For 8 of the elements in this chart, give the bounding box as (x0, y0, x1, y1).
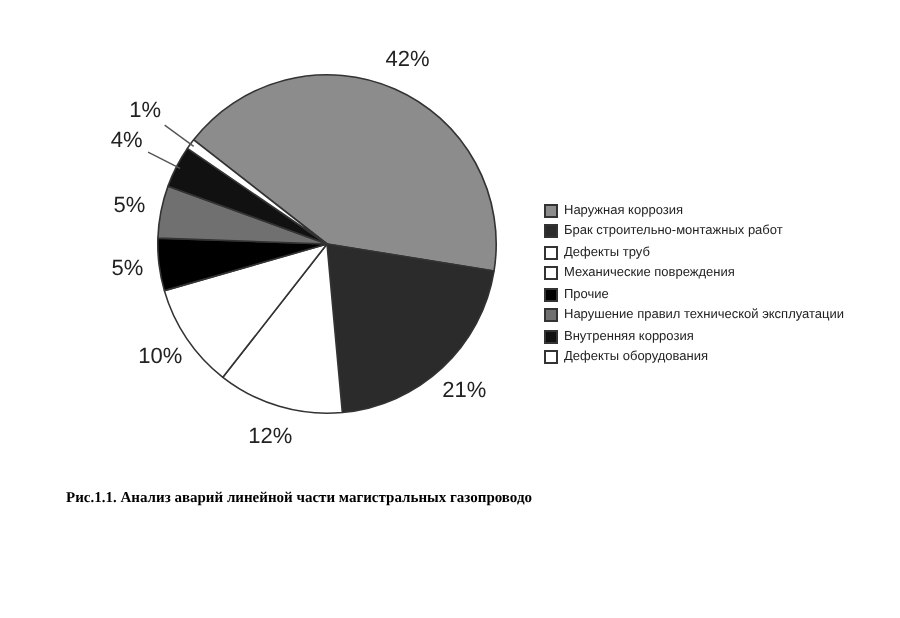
data-label: 12% (248, 425, 293, 450)
data-label: 5% (111, 256, 144, 281)
data-label: 10% (138, 344, 183, 369)
data-label: 5% (113, 193, 146, 218)
data-label: 4% (110, 129, 144, 154)
data-label: 42% (385, 47, 430, 72)
data-label: 1% (129, 99, 162, 124)
data-label: 21% (442, 379, 487, 404)
